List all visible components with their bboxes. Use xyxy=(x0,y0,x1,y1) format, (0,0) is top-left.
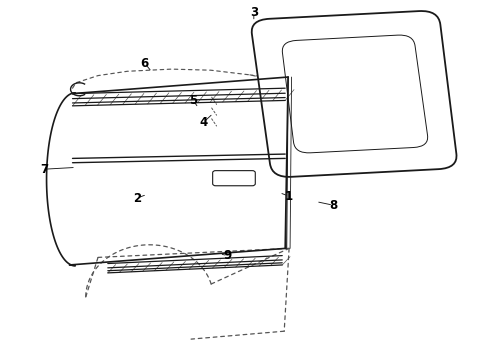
Text: 5: 5 xyxy=(190,94,197,107)
FancyBboxPatch shape xyxy=(213,171,255,186)
Text: 1: 1 xyxy=(285,190,293,203)
Text: 3: 3 xyxy=(250,6,258,19)
Text: 4: 4 xyxy=(199,116,207,129)
Text: 9: 9 xyxy=(224,249,232,262)
Text: 7: 7 xyxy=(40,163,48,176)
Polygon shape xyxy=(70,77,288,265)
PathPatch shape xyxy=(252,11,457,177)
Text: 6: 6 xyxy=(141,57,148,69)
Text: 8: 8 xyxy=(329,199,337,212)
Text: 2: 2 xyxy=(133,192,141,204)
PathPatch shape xyxy=(282,35,428,153)
